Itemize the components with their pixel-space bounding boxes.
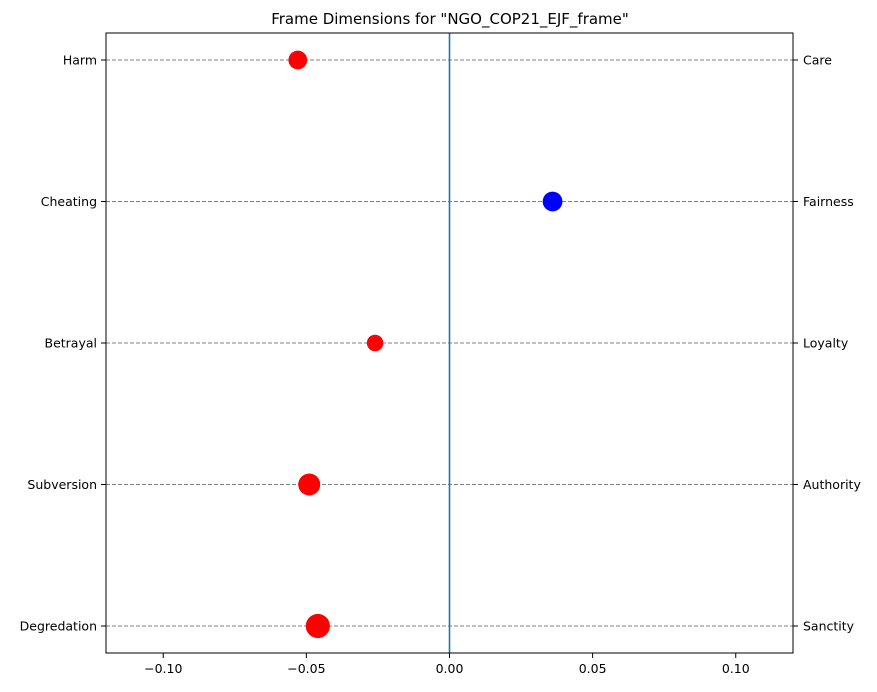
right-dimension-label: Fairness [803, 194, 854, 209]
right-dimension-label: Authority [803, 477, 861, 492]
right-dimension-label: Care [803, 53, 832, 68]
x-tick-label: −0.10 [144, 661, 182, 676]
right-dimension-label: Sanctity [803, 619, 855, 634]
x-tick-label: 0.05 [579, 661, 607, 676]
data-points [288, 50, 563, 639]
x-tick-label: −0.05 [287, 661, 325, 676]
left-dimension-label: Betrayal [45, 336, 98, 351]
left-dimension-label: Harm [63, 53, 97, 68]
data-point [288, 50, 308, 70]
tick-labels: −0.10 −0.05 0.00 0.05 0.10 Harm Cheating Betray… [20, 53, 862, 677]
left-dimension-label: Cheating [41, 194, 97, 209]
data-point [298, 473, 321, 496]
right-dimension-label: Loyalty [803, 336, 849, 351]
x-tick-label: 0.10 [722, 661, 750, 676]
axes [101, 32, 798, 658]
chart-title: Frame Dimensions for "NGO_COP21_EJF_fram… [271, 10, 629, 29]
x-tick-label: 0.00 [436, 661, 464, 676]
data-point [366, 334, 384, 352]
left-dimension-label: Subversion [27, 477, 97, 492]
left-dimension-label: Degredation [20, 619, 97, 634]
data-point [305, 613, 330, 639]
data-point [542, 191, 563, 212]
